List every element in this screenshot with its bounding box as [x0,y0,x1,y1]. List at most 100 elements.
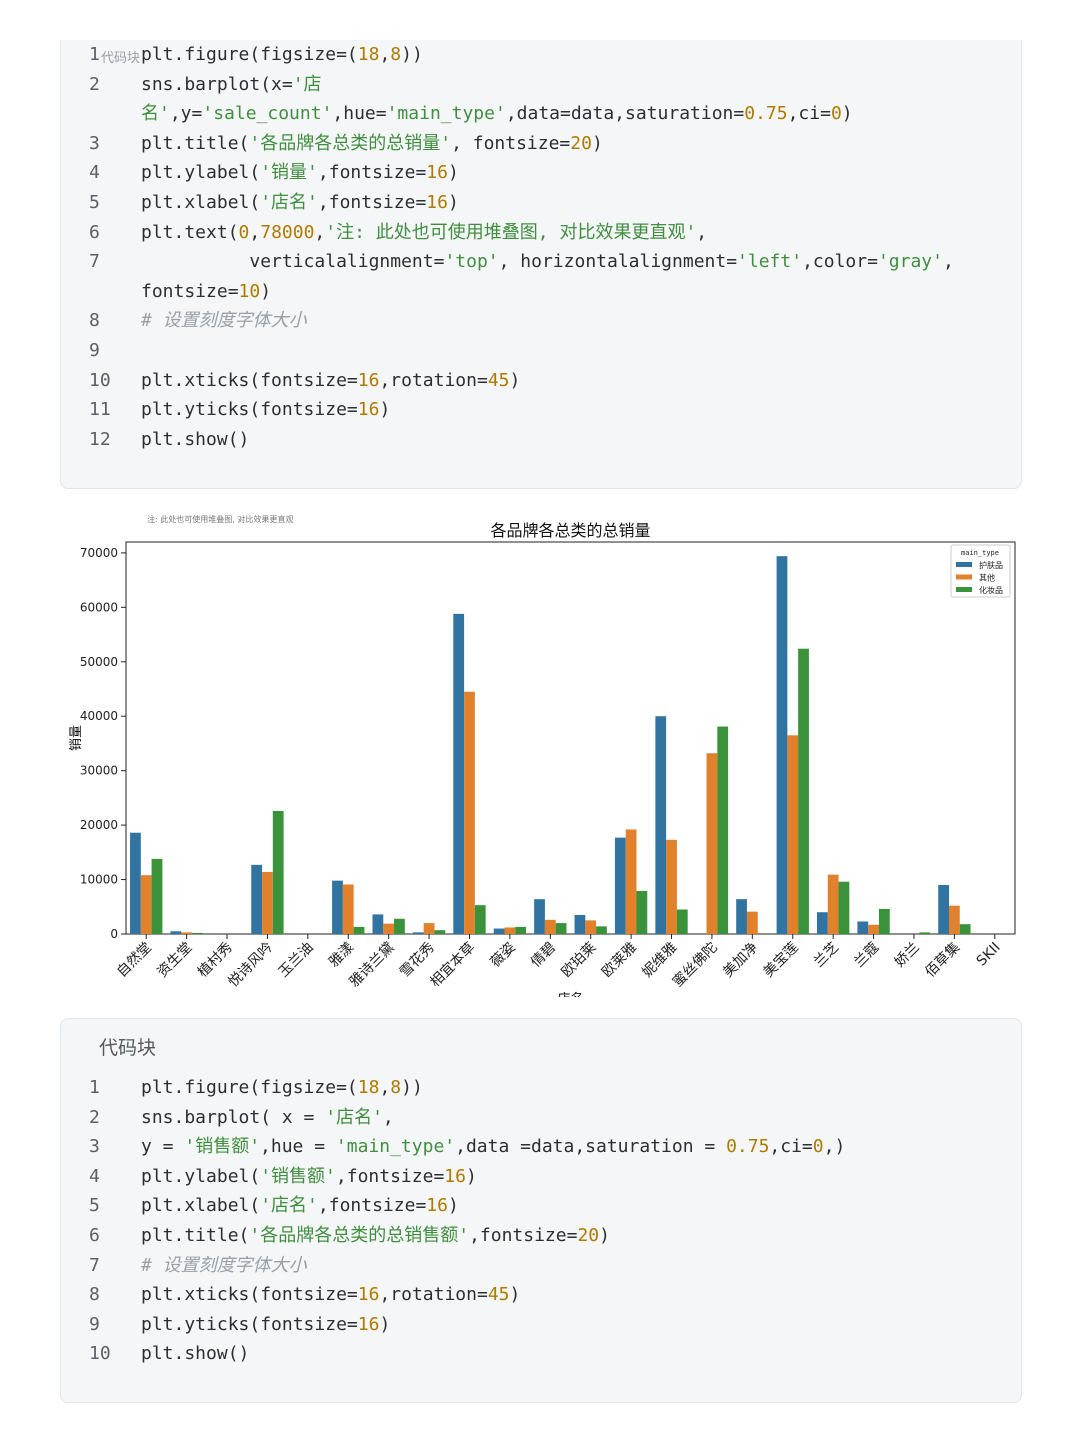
code-line: 7 verticalalignment='top', horizontalali… [61,247,1021,277]
bar-其他 [868,924,879,934]
code-token: ,rotation= [379,369,488,391]
code-token: , [379,44,391,65]
line-number: 1 [89,1077,100,1098]
x-tick-label: 倩碧 [528,940,559,971]
code-line: 5 plt.xlabel('店名',fontsize=16) [61,1191,1021,1221]
code-line: 9 [61,336,1021,366]
legend-label: 护肤品 [979,560,1003,570]
code-token: 16 [357,399,380,421]
line-number: 5 [89,1195,100,1217]
bar-化妆品 [919,932,931,934]
code-token: sns.barplot(x= [141,73,293,95]
code-token: ) [599,1225,610,1246]
bar-护肤品 [372,914,384,934]
bar-化妆品 [394,918,405,934]
code-text: plt.title('各品牌各总类的总销售额',fontsize=20) [141,1221,610,1251]
code-line: 11 plt.yticks(fontsize=16) [61,395,1021,425]
bar-其他 [504,927,516,934]
x-tick-label: 相宜本草 [427,940,478,991]
code-token: 'main_type' [335,1136,456,1158]
line-number: 4 [89,162,100,184]
line-number: 12 [89,428,111,450]
code-token: plt.xlabel( [141,1195,261,1217]
code-token: 0 [238,221,250,243]
line-number: 10 [89,369,111,391]
code-block-1: 代码块 1 plt.figure(figsize=(18,8)) 2 sns.barp… [60,40,1022,489]
line-number: 10 [89,1343,111,1365]
code-text: plt.show() [141,425,249,455]
code-token: plt.text( [141,221,239,243]
code-token: ) [260,280,272,302]
code-text: plt.figure(figsize=(18,8)) [141,40,423,70]
code-token: fontsize= [141,280,239,302]
bar-化妆品 [555,923,567,934]
bar-护肤品 [493,928,505,934]
code-text: # 设置刻度字体大小 [141,1251,307,1281]
code-token: 20 [570,132,592,154]
bar-护肤品 [574,914,586,934]
y-tick-label: 40000 [80,709,118,723]
y-tick-label: 20000 [80,818,118,832]
line-number: 11 [89,399,111,421]
bar-化妆品 [959,924,971,934]
code-block-title: 代码块 [101,51,141,66]
x-tick-label: 蜜丝佛陀 [670,940,721,991]
code-token: )) [401,1077,423,1098]
x-tick-label: 欧莱雅 [599,940,640,981]
code-token: ,fontsize= [335,1165,445,1187]
code-line: 7 # 设置刻度字体大小 [61,1251,1021,1281]
code-token: ) [465,1165,477,1187]
code-token: ) [379,399,391,421]
code-line: 1 plt.figure(figsize=(18,8)) [61,1073,1021,1103]
bar-化妆品 [838,881,850,934]
code-token: ) [509,1284,521,1306]
line-number: 6 [89,1225,100,1246]
legend-swatch [956,562,972,567]
bar-化妆品 [353,926,365,934]
code-token: , [379,1077,391,1098]
bar-化妆品 [151,858,163,934]
bar-其他 [140,875,152,934]
bar-护肤品 [857,921,869,934]
line-number: 3 [89,132,100,154]
x-tick-label: 自然堂 [113,939,155,981]
code-token: , horizontalalignment= [498,251,738,273]
bar-其他 [625,829,637,934]
line-number: 8 [89,310,100,332]
code-token: 8 [390,44,402,65]
bar-其他 [464,691,475,934]
bar-其他 [666,839,677,934]
code-token: 0.75 [744,103,788,125]
bar-其他 [383,923,395,934]
legend-label: 其他 [979,573,995,583]
code-token: , [249,221,261,243]
code-token: ,) [823,1136,846,1158]
bar-化妆品 [636,890,648,934]
line-number: 2 [89,1106,100,1128]
code-token: ) [509,369,521,391]
code-token: ,data =data,saturation = [455,1136,727,1158]
code-text: plt.text(0,78000,'注: 此处也可使用堆叠图, 对比效果更直观'… [141,218,707,248]
code-token: '销量' [260,162,318,184]
x-tick-label: 雅漾 [325,939,357,971]
bar-护肤品 [776,556,788,934]
code-token: ) [447,1195,459,1217]
code-token: , [696,221,708,243]
bar-其他 [544,919,556,934]
code-token: ,fontsize= [317,192,427,213]
code-line: fontsize=10) [61,277,1021,307]
code-token: ) [841,103,853,125]
code-token: )) [401,44,423,65]
code-text: plt.xlabel('店名',fontsize=16) [141,1191,459,1221]
bar-化妆品 [596,926,607,934]
code-token: ,ci= [769,1136,813,1158]
bar-chart: 各品牌各总类的总销量 注: 此处也可使用堆叠图, 对比效果更直观 0 10000 200… [69,514,1016,997]
code-comment: # 设置刻度字体大小 [141,310,307,332]
bar-其他 [827,874,839,934]
code-text: plt.yticks(fontsize=16) [141,395,390,425]
code-token: '销售额' [184,1136,261,1158]
code-token: ,rotation= [379,1284,488,1306]
code-line: 4 plt.ylabel('销售额',fontsize=16) [61,1162,1021,1192]
code-token: 8 [390,1077,402,1098]
code-token: 18 [357,44,380,65]
